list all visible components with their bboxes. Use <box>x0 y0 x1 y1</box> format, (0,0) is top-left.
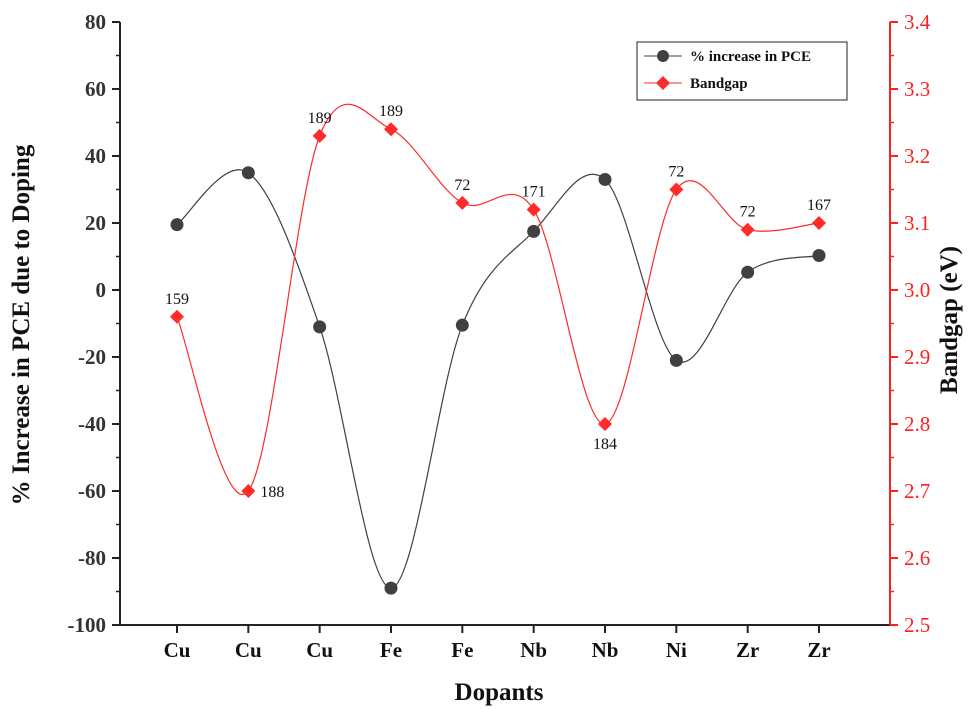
pce-point <box>384 581 398 595</box>
bandgap-point-label: 171 <box>522 184 546 201</box>
bandgap-point-label: 72 <box>740 204 756 221</box>
bandgap-point-label: 159 <box>165 291 189 308</box>
bandgap-point-label: 72 <box>454 177 470 194</box>
bandgap-point-label: 189 <box>308 110 332 127</box>
y-left-tick-label: 40 <box>85 144 106 168</box>
y-right-tick-label: 2.8 <box>904 412 930 436</box>
x-axis-title: Dopants <box>455 679 544 706</box>
bandgap-point-label: 189 <box>379 103 403 120</box>
x-tick-label: Nb <box>592 638 619 662</box>
y-left-tick-label: -100 <box>68 613 107 637</box>
bandgap-point-label: 167 <box>807 197 831 214</box>
x-tick-label: Cu <box>306 638 333 662</box>
pce-point <box>527 224 541 238</box>
legend-marker-bandgap <box>656 76 670 90</box>
x-tick-label: Zr <box>736 638 759 662</box>
x-tick-label: Ni <box>666 638 687 662</box>
chart-legend: % increase in PCE Bandgap <box>636 41 848 101</box>
x-tick-label: Zr <box>807 638 830 662</box>
x-tick-label: Nb <box>520 638 547 662</box>
y-left-tick-label: 60 <box>85 77 106 101</box>
y-right-tick-label: 3.1 <box>904 211 930 235</box>
y-left-tick-label: 80 <box>85 10 106 34</box>
bandgap-point <box>455 195 470 210</box>
x-tick-label: Fe <box>451 638 473 662</box>
x-tick-label: Fe <box>380 638 402 662</box>
y-right-tick-label: 2.5 <box>904 613 930 637</box>
bandgap-point <box>312 128 327 143</box>
pce-point <box>313 320 327 334</box>
y-right-tick-label: 3.2 <box>904 144 930 168</box>
y-left-tick-label: 0 <box>96 278 107 302</box>
chart-axes: -100 -80 -60 -40 -20 0 20 40 60 80 2.5 2.6 2.7 2.8 2.9… <box>68 10 931 662</box>
x-tick-label: Cu <box>164 638 191 662</box>
legend-box <box>636 41 848 101</box>
y-right-tick-label: 3.4 <box>904 10 931 34</box>
y-left-tick-label: -40 <box>78 412 106 436</box>
bandgap-point <box>669 182 684 197</box>
legend-marker-pce <box>657 50 669 62</box>
y-axis-title-left: % Increase in PCE due to Doping <box>8 144 35 505</box>
bandgap-point <box>812 216 826 230</box>
bandgap-point <box>384 122 398 137</box>
y-left-tick-label: -20 <box>78 345 106 369</box>
x-tick-label: Cu <box>235 638 262 662</box>
bandgap-point-label: 184 <box>593 436 617 453</box>
pce-point <box>455 318 469 332</box>
bandgap-line <box>176 103 820 495</box>
pce-point <box>241 166 255 180</box>
y-left-tick-label: -60 <box>78 479 106 503</box>
series-pce-increase <box>170 166 826 595</box>
legend-label-bandgap: Bandgap <box>690 76 748 92</box>
y-left-tick-label: 20 <box>85 211 106 235</box>
bandgap-point <box>598 417 612 431</box>
bandgap-point <box>740 222 755 237</box>
pce-point <box>598 172 612 186</box>
pce-line <box>176 169 820 589</box>
bandgap-point <box>241 484 256 498</box>
y-right-tick-label: 3.3 <box>904 77 930 101</box>
legend-label-pce: % increase in PCE <box>690 49 811 65</box>
pce-point <box>812 248 826 262</box>
y-right-tick-label: 2.9 <box>904 345 930 369</box>
y-right-tick-label: 2.7 <box>904 479 930 503</box>
pce-point <box>669 353 683 367</box>
bandgap-point <box>170 309 184 324</box>
bandgap-point-labels: 159 188 189 189 72 171 184 72 72 167 <box>165 103 831 501</box>
series-bandgap <box>170 103 826 498</box>
y-left-tick-label: -80 <box>78 546 106 570</box>
y-axis-title-right: Bandgap (eV) <box>936 246 963 394</box>
bandgap-point-label: 72 <box>668 164 684 181</box>
bandgap-point <box>526 202 541 217</box>
bandgap-point-label: 188 <box>260 484 284 501</box>
pce-point <box>741 265 755 279</box>
pce-point <box>170 218 184 232</box>
y-right-tick-label: 2.6 <box>904 546 930 570</box>
y-right-tick-label: 3.0 <box>904 278 930 302</box>
